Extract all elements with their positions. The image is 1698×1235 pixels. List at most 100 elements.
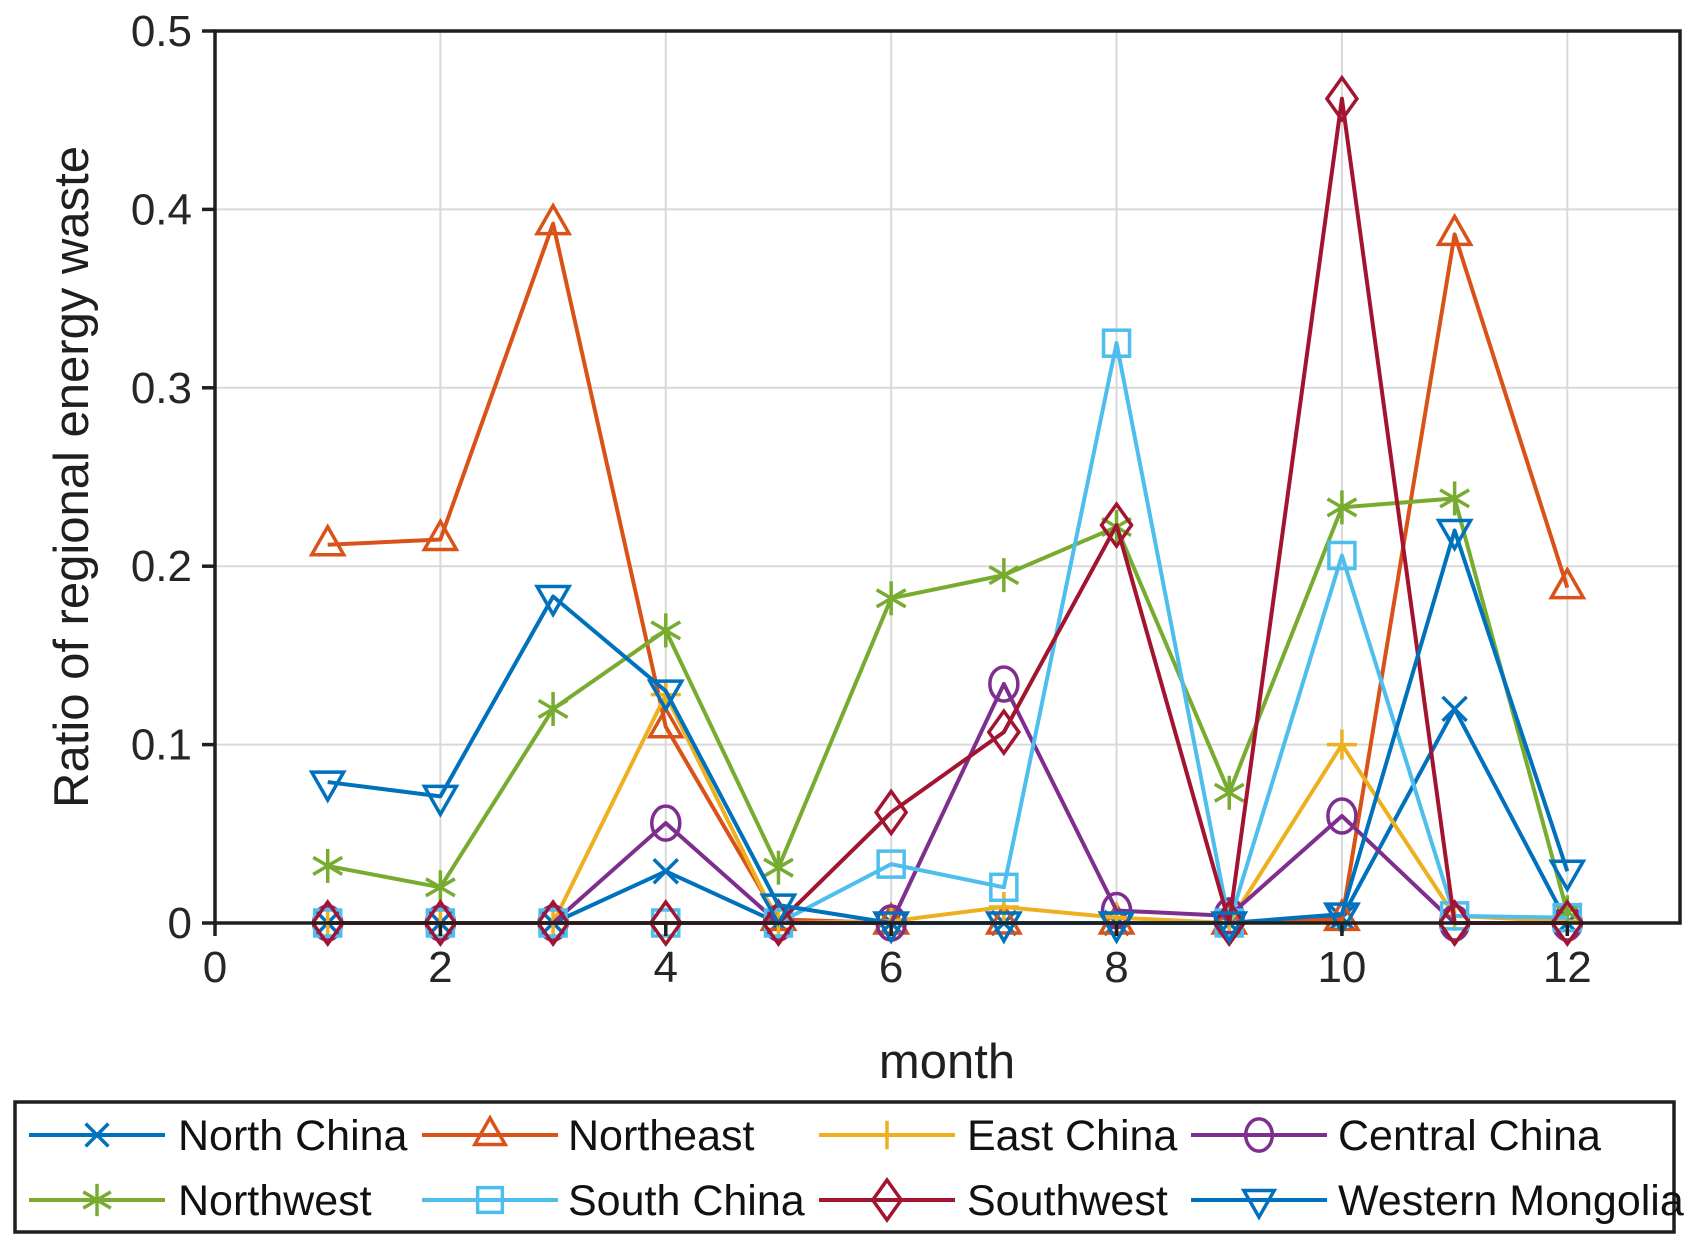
marker-shape bbox=[1548, 859, 1587, 893]
marker-shape bbox=[989, 872, 1019, 903]
triangle-down-marker bbox=[1322, 902, 1361, 936]
series-line-northeast bbox=[327, 221, 1570, 925]
triangle-down-marker bbox=[1435, 518, 1474, 553]
marker-shape bbox=[761, 898, 796, 948]
y-tick-label: 0 bbox=[168, 899, 192, 948]
asterisk-marker bbox=[424, 870, 456, 905]
asterisk-marker bbox=[537, 691, 569, 726]
legend-label: Central China bbox=[1338, 1112, 1601, 1160]
diamond-marker bbox=[648, 898, 683, 948]
marker-stroke bbox=[763, 857, 794, 878]
triangle-down-marker bbox=[872, 911, 911, 945]
diamond-marker bbox=[1324, 74, 1360, 123]
marker-stroke bbox=[424, 877, 456, 898]
y-tick-label: 0.4 bbox=[131, 185, 192, 234]
asterisk-marker bbox=[1439, 481, 1471, 516]
marker-shape bbox=[1243, 1117, 1275, 1153]
legend-label: Western Mongolia bbox=[1338, 1177, 1684, 1225]
triangle-down-marker bbox=[759, 893, 798, 927]
plus-marker bbox=[1326, 729, 1357, 760]
marker-shape bbox=[1548, 566, 1587, 600]
marker-shape bbox=[984, 911, 1023, 945]
triangle-down-marker bbox=[1548, 859, 1587, 893]
axes-frame bbox=[202, 29, 1682, 936]
marker-stroke bbox=[875, 588, 907, 609]
marker-stroke bbox=[1213, 782, 1245, 803]
marker-shape bbox=[423, 898, 458, 948]
grid-layer bbox=[215, 31, 1680, 923]
marker-shape bbox=[421, 517, 460, 552]
asterisk-marker bbox=[875, 581, 907, 616]
marker-shape bbox=[984, 901, 1023, 935]
marker-stroke bbox=[988, 565, 1020, 586]
marker-shape bbox=[648, 898, 683, 948]
triangle-down-marker bbox=[421, 784, 460, 818]
triangle-up-marker bbox=[1435, 212, 1474, 247]
circle-marker bbox=[988, 665, 1020, 703]
legend-label: South China bbox=[568, 1177, 805, 1225]
asterisk-marker bbox=[650, 613, 682, 648]
series-line-northwest bbox=[327, 496, 1570, 913]
marker-shape bbox=[1435, 212, 1474, 247]
legend-label: East China bbox=[967, 1112, 1177, 1160]
circle-marker bbox=[1243, 1117, 1275, 1153]
diamond-marker bbox=[986, 708, 1021, 757]
x-marker bbox=[652, 858, 680, 885]
x-tick-label: 12 bbox=[1543, 943, 1592, 992]
marker-shape bbox=[650, 804, 682, 842]
marker-shape bbox=[759, 893, 798, 927]
triangle-up-marker bbox=[421, 517, 460, 552]
marker-stroke bbox=[1441, 695, 1468, 723]
diamond-marker bbox=[1099, 501, 1134, 550]
square-marker bbox=[876, 849, 906, 879]
triangle-up-marker bbox=[534, 202, 573, 236]
x-axis-label: month bbox=[879, 1035, 1015, 1089]
triangle-up-marker bbox=[646, 705, 685, 739]
marker-shape bbox=[1326, 797, 1358, 835]
series-line-western-mongolia bbox=[327, 528, 1570, 925]
legend-label: North China bbox=[178, 1112, 408, 1160]
y-tick-label: 0.3 bbox=[131, 364, 192, 413]
asterisk-marker bbox=[988, 558, 1020, 593]
diamond-marker bbox=[310, 898, 345, 948]
x-tick-label: 0 bbox=[203, 943, 227, 992]
x-marker bbox=[84, 1122, 110, 1148]
triangle-up-marker bbox=[471, 1114, 509, 1147]
asterisk-marker bbox=[1213, 775, 1245, 810]
marker-shape bbox=[475, 1185, 505, 1215]
y-tick-label: 0.1 bbox=[131, 721, 192, 770]
y-tick-label: 0.2 bbox=[131, 542, 192, 591]
marker-shape bbox=[872, 911, 911, 945]
marker-stroke bbox=[82, 1190, 112, 1210]
x-tick-label: 2 bbox=[428, 943, 452, 992]
square-marker bbox=[475, 1185, 505, 1215]
asterisk-marker bbox=[1326, 490, 1358, 525]
marker-shape bbox=[534, 584, 573, 619]
legend-item-north-china: North China bbox=[29, 1112, 408, 1160]
circle-marker bbox=[650, 804, 682, 842]
y-tick-label: 0.5 bbox=[131, 7, 192, 56]
series-layer bbox=[308, 74, 1587, 948]
marker-shape bbox=[870, 1177, 904, 1223]
x-tick-label: 4 bbox=[654, 943, 678, 992]
diamond-marker bbox=[874, 788, 909, 837]
marker-shape bbox=[308, 770, 347, 804]
marker-stroke bbox=[312, 855, 344, 876]
x-tick-label: 10 bbox=[1317, 943, 1366, 992]
legend-item-northeast: Northeast bbox=[422, 1112, 754, 1160]
triangle-down-marker bbox=[984, 911, 1023, 945]
series-line-south-china bbox=[327, 341, 1568, 925]
diamond-marker bbox=[423, 898, 458, 948]
marker-shape bbox=[1240, 1188, 1278, 1221]
x-tick-label: 8 bbox=[1104, 943, 1128, 992]
marker-shape bbox=[1097, 911, 1136, 945]
asterisk-marker bbox=[82, 1183, 112, 1217]
asterisk-marker bbox=[763, 850, 794, 885]
legend-item-western-mongolia: Western Mongolia bbox=[1191, 1177, 1684, 1225]
diamond-marker bbox=[870, 1177, 904, 1223]
marker-shape bbox=[421, 784, 460, 818]
marker-shape bbox=[310, 898, 345, 948]
diamond-marker bbox=[1437, 898, 1472, 948]
triangle-down-marker bbox=[308, 770, 347, 804]
marker-shape bbox=[988, 665, 1020, 703]
